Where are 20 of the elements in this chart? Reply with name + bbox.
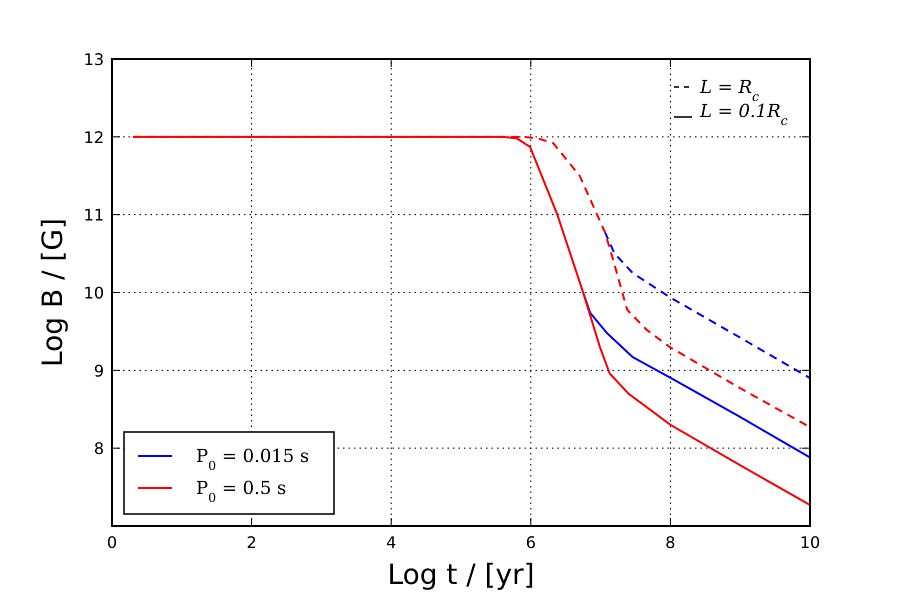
y-tick-label: 13: [84, 50, 104, 69]
x-tick-label: 0: [106, 533, 118, 552]
y-tick-label: 10: [84, 284, 104, 302]
x-tick-label: 10: [800, 533, 820, 552]
x-tick-label: 2: [246, 533, 257, 552]
annotation: L = 0.1R$_{c}$: [699, 101, 788, 128]
y-tick-label: 11: [84, 206, 104, 225]
line-series: [582, 292, 811, 459]
x-tick-label: 6: [526, 533, 536, 552]
y-axis-title: Log B / [G]: [36, 218, 69, 367]
legend-label: P$_{0}$ = 0.015 s: [196, 446, 310, 472]
line-series: [604, 230, 811, 380]
annotation: L = R$_{c}$: [699, 77, 760, 104]
x-tick-label: 8: [665, 533, 676, 552]
x-axis-title: Log t / [yr]: [387, 558, 535, 591]
x-tick-label: 4: [386, 533, 396, 552]
y-tick-label: 9: [94, 361, 104, 380]
y-tick-label: 8: [94, 439, 104, 458]
y-tick-label: 12: [84, 128, 104, 147]
legend-label: P$_{0}$ = 0.5 s: [196, 478, 286, 504]
